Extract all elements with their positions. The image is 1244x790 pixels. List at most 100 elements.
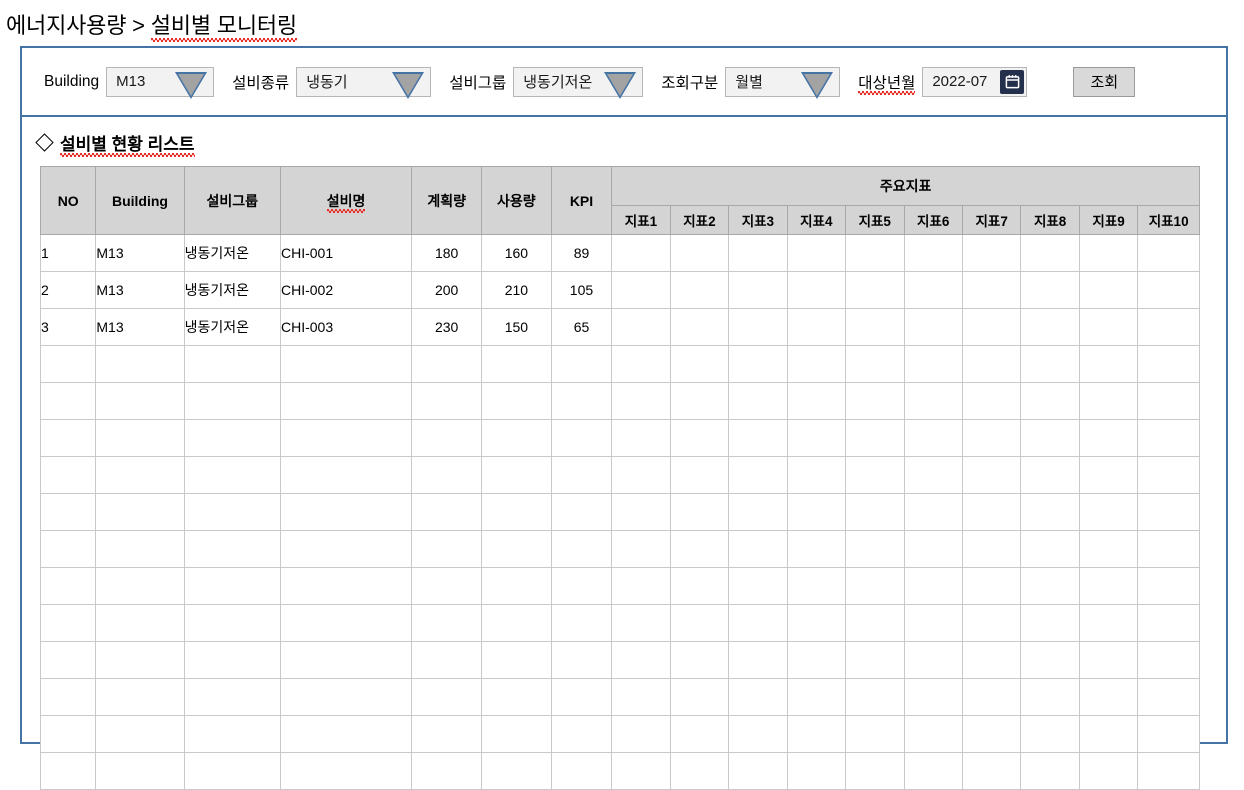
col-header-kpi: KPI [550, 166, 613, 235]
cell-empty [961, 752, 1022, 790]
cell-empty [786, 456, 847, 494]
table-row-empty[interactable] [39, 530, 1200, 568]
table-row[interactable]: 1 M13 냉동기저온 CHI-001 180 160 89 [39, 234, 1200, 272]
cell-empty [728, 752, 788, 790]
col-header-indicator-6: 지표6 [903, 205, 963, 235]
chevron-down-icon[interactable] [175, 71, 208, 99]
cell-empty [95, 530, 185, 568]
cell-empty [1137, 419, 1200, 457]
equipment-type-select[interactable]: 냉동기 [296, 66, 432, 99]
cell-empty [95, 493, 185, 531]
cell-indicator-7 [961, 234, 1022, 272]
cell-group: 냉동기저온 [183, 271, 281, 309]
cell-indicator-8 [1020, 234, 1080, 272]
equipment-group-select[interactable]: 냉동기저온 [513, 66, 644, 99]
table-row-empty[interactable] [39, 456, 1200, 494]
cell-empty [481, 419, 552, 457]
cell-empty [728, 382, 788, 420]
table-header-row-sub: 지표1 지표2 지표3 지표4 지표5 지표6 지표7 지표8 지표9 지표10 [41, 205, 1200, 235]
col-header-name: 설비명 [279, 166, 413, 235]
cell-empty [95, 345, 185, 383]
table-row-empty[interactable] [39, 382, 1200, 420]
table-row-empty[interactable] [39, 345, 1200, 383]
table-row-empty[interactable] [39, 493, 1200, 531]
chevron-down-icon[interactable] [392, 71, 425, 99]
table-row-empty[interactable] [39, 419, 1200, 457]
cell-indicator-7 [961, 308, 1022, 346]
cell-empty [481, 456, 552, 494]
cell-empty [786, 715, 847, 753]
cell-empty [1078, 678, 1139, 716]
period-type-select[interactable]: 월별 [725, 66, 841, 99]
cell-empty [183, 419, 281, 457]
cell-empty [1020, 678, 1080, 716]
cell-kpi: 89 [550, 234, 613, 272]
cell-indicator-10 [1137, 308, 1200, 346]
cell-indicator-6 [903, 308, 963, 346]
cell-empty [786, 604, 847, 642]
cell-empty [550, 678, 613, 716]
cell-empty [669, 641, 730, 679]
equipment-type-label: 설비종류 [232, 74, 290, 92]
cell-plan: 230 [411, 308, 482, 346]
cell-empty [1137, 456, 1200, 494]
cell-empty [845, 678, 905, 716]
period-type-select-value: 월별 [735, 74, 763, 91]
target-month-label: 대상년월 [858, 71, 916, 95]
cell-empty [961, 641, 1022, 679]
cell-empty [669, 752, 730, 790]
cell-plan: 180 [411, 234, 482, 272]
table-row-empty[interactable] [39, 604, 1200, 642]
table-row-empty[interactable] [39, 752, 1200, 790]
cell-empty [1020, 604, 1080, 642]
cell-empty [786, 493, 847, 531]
search-button[interactable]: 조회 [1073, 66, 1136, 97]
table-row-empty[interactable] [39, 678, 1200, 716]
chevron-down-icon[interactable] [604, 71, 637, 99]
cell-empty [669, 530, 730, 568]
cell-empty [550, 419, 613, 457]
cell-empty [845, 752, 905, 790]
cell-empty [728, 567, 788, 605]
cell-empty [1020, 382, 1080, 420]
table-body: 1 M13 냉동기저온 CHI-001 180 160 89 2 M13 냉동기저온 CHI-002… [39, 234, 1200, 790]
cell-empty [1078, 456, 1139, 494]
cell-group: 냉동기저온 [183, 308, 281, 346]
cell-empty [1137, 382, 1200, 420]
cell-empty [1078, 715, 1139, 753]
table-row-empty[interactable] [39, 641, 1200, 679]
breadcrumb-current: 설비별 모니터링 [150, 8, 298, 42]
cell-empty [481, 604, 552, 642]
chevron-down-icon[interactable] [801, 71, 834, 99]
target-month-input[interactable]: 2022-07 [922, 66, 1028, 97]
section-title: 설비별 현황 리스트 [60, 130, 195, 157]
cell-empty [1078, 641, 1139, 679]
cell-usage: 150 [481, 308, 552, 346]
cell-empty [728, 641, 788, 679]
calendar-icon[interactable] [1000, 69, 1025, 94]
table-row-empty[interactable] [39, 715, 1200, 753]
cell-empty [728, 419, 788, 457]
col-header-indicator-4: 지표4 [786, 205, 847, 235]
building-select[interactable]: M13 [106, 66, 215, 99]
cell-empty [481, 530, 552, 568]
cell-empty [1020, 641, 1080, 679]
cell-empty [95, 567, 185, 605]
col-header-group: 설비그룹 [183, 166, 281, 235]
cell-empty [411, 641, 482, 679]
cell-empty [95, 382, 185, 420]
table-row[interactable]: 2 M13 냉동기저온 CHI-002 200 210 105 [39, 271, 1200, 309]
cell-empty [786, 678, 847, 716]
building-label: Building [44, 72, 100, 90]
cell-empty [1078, 382, 1139, 420]
cell-empty [845, 530, 905, 568]
cell-empty [903, 715, 963, 753]
table-row-empty[interactable] [39, 567, 1200, 605]
cell-empty [786, 382, 847, 420]
cell-empty [550, 752, 613, 790]
cell-empty [903, 752, 963, 790]
equipment-group-select-value: 냉동기저온 [523, 74, 593, 91]
col-header-indicator-1: 지표1 [611, 205, 671, 235]
building-select-value: M13 [116, 73, 146, 90]
table-row[interactable]: 3 M13 냉동기저온 CHI-003 230 150 65 [39, 308, 1200, 346]
